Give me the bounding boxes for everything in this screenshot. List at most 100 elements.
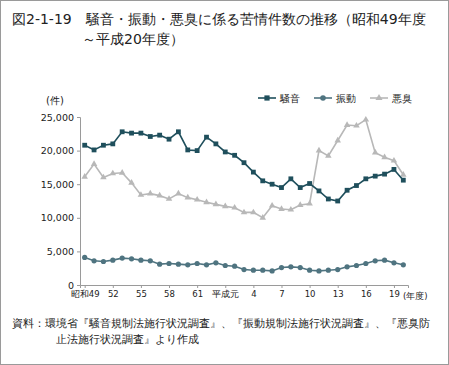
x-tick: 58 (164, 285, 175, 299)
series-marker (335, 267, 340, 272)
series-marker (213, 201, 220, 207)
x-tick-label: 52 (108, 289, 119, 299)
y-tick-label: 5,000 (47, 246, 74, 257)
series-marker (354, 183, 359, 188)
series-marker (382, 258, 387, 263)
series-marker (120, 129, 125, 134)
x-tick: 昭和49 (71, 285, 100, 299)
legend-item: 騒音 (258, 93, 300, 104)
series-marker (344, 264, 349, 269)
series-marker (306, 200, 313, 206)
series-marker (91, 160, 98, 166)
series-2 (81, 116, 406, 220)
series-marker (392, 167, 397, 172)
series-0 (82, 129, 405, 203)
series-marker (92, 148, 97, 153)
series-marker (260, 268, 265, 273)
series-marker (110, 141, 115, 146)
y-tick: 5,000 (47, 246, 80, 257)
series-marker (129, 131, 134, 136)
series-marker (120, 256, 125, 261)
x-tick-label: 平成元 (212, 289, 239, 299)
x-tick: 55 (136, 285, 147, 299)
series-marker (373, 258, 378, 263)
x-tick: 4 (251, 285, 256, 299)
legend: 騒音 振動 悪臭 (258, 93, 412, 104)
series-marker (194, 196, 201, 202)
series-marker (270, 182, 275, 187)
plot-area (81, 116, 406, 274)
series-marker (373, 174, 378, 179)
series-marker (288, 206, 295, 212)
series-marker (391, 157, 398, 163)
series-marker (345, 188, 350, 193)
chart-svg: 図2-1-19 騒音・振動・悪臭に係る苦情件数の推移（昭和49年度～平成20年度… (0, 0, 449, 365)
series-marker (326, 197, 331, 202)
series-marker (316, 268, 321, 273)
x-tick: 19 (389, 285, 400, 299)
series-marker (251, 268, 256, 273)
series-marker (110, 170, 117, 176)
legend-label: 悪臭 (391, 93, 412, 104)
x-tick-label: 55 (136, 289, 147, 299)
x-axis: 昭和4952555861平成元4710131619 (71, 285, 409, 299)
series-marker (128, 179, 135, 185)
series-marker (101, 143, 106, 148)
series-marker (185, 148, 190, 153)
series-marker (325, 152, 332, 158)
legend-item: 振動 (314, 93, 356, 104)
series-marker (316, 147, 323, 153)
series-marker (195, 148, 200, 153)
series-marker (363, 176, 368, 181)
text-line: 図2-1-19 騒音・振動・悪臭に係る苦情件数の推移（昭和49年度 (12, 11, 426, 27)
x-tick-mark (338, 285, 339, 288)
series-marker (334, 137, 341, 143)
series-marker (223, 263, 228, 268)
series-marker (382, 172, 387, 177)
series-marker (298, 185, 303, 190)
series-marker (344, 121, 351, 127)
series-marker (278, 205, 285, 211)
series-marker (307, 181, 312, 186)
series-marker (363, 261, 368, 266)
y-tick: 10,000 (41, 212, 80, 223)
x-tick: 平成元 (212, 285, 239, 299)
y-tick-label: 15,000 (41, 179, 74, 190)
legend-label: 振動 (336, 93, 356, 104)
x-tick-mark (253, 285, 254, 288)
x-axis-label: (年度) (403, 291, 428, 301)
series-marker (260, 178, 265, 183)
series-marker (288, 264, 293, 269)
x-tick: 13 (333, 285, 344, 299)
series-marker (326, 268, 331, 273)
series-marker (288, 176, 293, 181)
y-tick-mark (77, 251, 80, 252)
x-tick-mark (197, 285, 198, 288)
series-marker (166, 261, 171, 266)
series-marker (195, 261, 200, 266)
y-axis-line (77, 118, 81, 286)
x-tick-label: 13 (333, 289, 344, 299)
series-marker (354, 263, 359, 268)
series-marker (279, 185, 284, 190)
series-marker (250, 209, 257, 215)
series-marker (101, 259, 106, 264)
y-tick-mark (77, 184, 80, 185)
y-tick-mark (77, 151, 80, 152)
x-tick-label: 58 (164, 289, 175, 299)
series-marker (400, 171, 407, 177)
y-axis: 05,00010,00015,00020,00025,000 (41, 112, 81, 291)
series-marker (241, 209, 248, 215)
outer-frame (1, 1, 449, 365)
x-tick-mark (394, 285, 395, 288)
text-line: 資料：環境省『騒音規制法施行状況調査』、『振動規制法施行状況調査』、『悪臭防 (12, 317, 430, 329)
x-tick-label: 16 (361, 289, 372, 299)
series-marker (176, 262, 181, 267)
series-marker (381, 154, 388, 160)
series-marker (91, 258, 96, 263)
series-marker (138, 191, 145, 197)
series-marker (167, 137, 172, 142)
series-marker (401, 262, 406, 267)
y-tick: 25,000 (41, 112, 80, 123)
series-marker (241, 267, 246, 272)
